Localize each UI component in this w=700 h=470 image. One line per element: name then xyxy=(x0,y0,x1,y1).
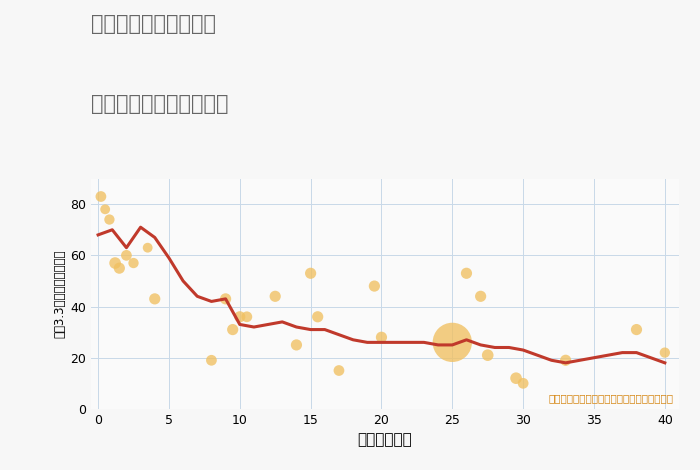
Point xyxy=(560,357,571,364)
Point xyxy=(376,334,387,341)
Point xyxy=(517,380,528,387)
Point xyxy=(128,259,139,267)
Point xyxy=(206,357,217,364)
Point xyxy=(121,251,132,259)
Text: 円の大きさは、取引のあった物件面積を示す: 円の大きさは、取引のあった物件面積を示す xyxy=(548,393,673,403)
Point xyxy=(447,338,458,346)
Point xyxy=(234,313,246,321)
Point xyxy=(333,367,344,374)
Point xyxy=(104,216,115,223)
Point xyxy=(510,375,522,382)
Point xyxy=(475,292,486,300)
Point xyxy=(220,295,231,303)
X-axis label: 築年数（年）: 築年数（年） xyxy=(358,432,412,447)
Point xyxy=(290,341,302,349)
Point xyxy=(113,265,125,272)
Point xyxy=(305,269,316,277)
Point xyxy=(312,313,323,321)
Point xyxy=(461,269,472,277)
Text: 兵庫県小野市喜多町の: 兵庫県小野市喜多町の xyxy=(91,14,216,34)
Point xyxy=(99,205,111,213)
Point xyxy=(631,326,642,333)
Point xyxy=(270,292,281,300)
Point xyxy=(95,193,106,200)
Point xyxy=(227,326,238,333)
Point xyxy=(149,295,160,303)
Point xyxy=(142,244,153,251)
Text: 築年数別中古戸建て価格: 築年数別中古戸建て価格 xyxy=(91,94,228,114)
Point xyxy=(369,282,380,290)
Point xyxy=(241,313,253,321)
Point xyxy=(109,259,120,267)
Y-axis label: 坪（3.3㎡）単価（万円）: 坪（3.3㎡）単価（万円） xyxy=(53,250,66,338)
Point xyxy=(659,349,671,356)
Point xyxy=(482,352,493,359)
